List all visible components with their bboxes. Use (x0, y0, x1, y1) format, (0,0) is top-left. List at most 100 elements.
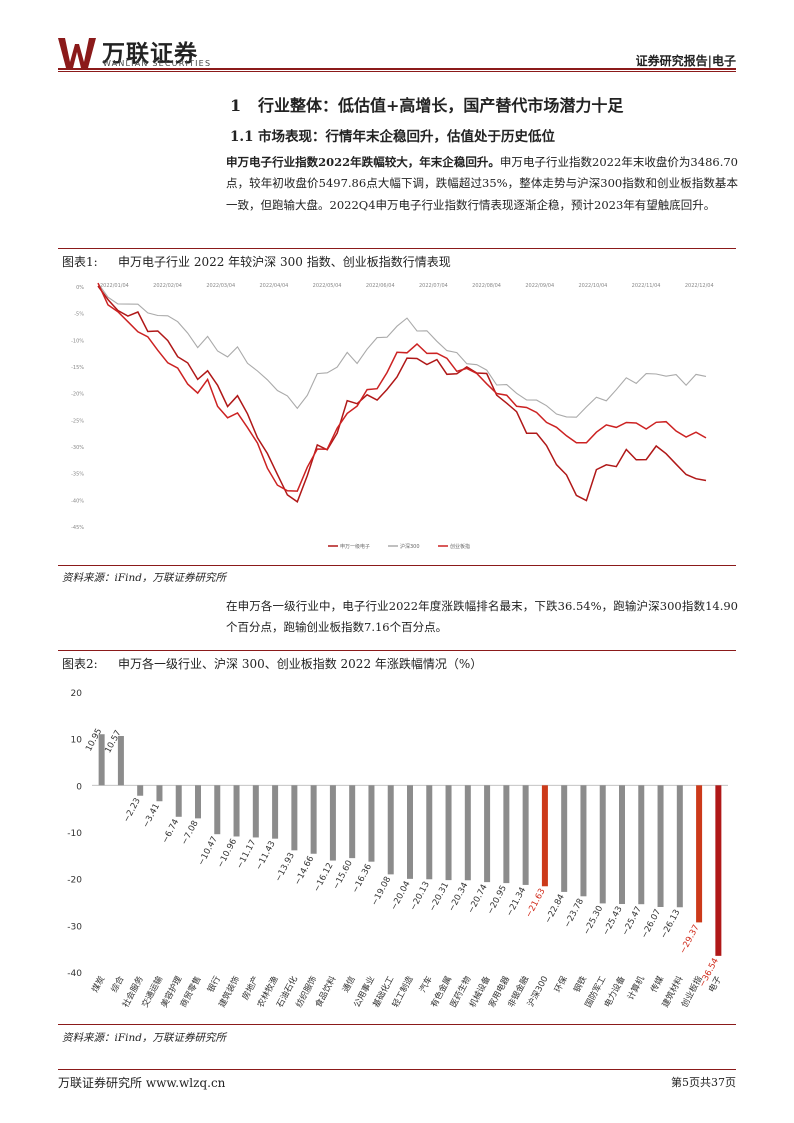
category-label: 环保 (552, 974, 570, 995)
bar (156, 785, 163, 802)
bar (233, 785, 240, 837)
figure-1-bottom-rule (58, 565, 736, 566)
header-rule-thin (58, 71, 736, 72)
category-label: 煤炭 (90, 974, 108, 995)
data-label: −6.74 (160, 818, 181, 846)
bar (368, 785, 375, 862)
category-label: 计算机 (625, 974, 647, 1002)
x-tick-label: 2022/03/04 (206, 283, 235, 289)
paragraph-1-body: 申万电子行业指数2022年末收盘价为3486.70点，较年初收盘价5497.86… (226, 155, 738, 212)
y-tick-label: -20% (71, 392, 84, 398)
bar (387, 785, 394, 875)
bar (407, 785, 413, 879)
data-label: −29.37 (678, 923, 702, 955)
figure-2-label: 图表2: (62, 657, 98, 671)
x-tick-label: 2022/08/04 (472, 283, 501, 289)
bar (503, 785, 510, 884)
x-tick-label: 2022/02/04 (153, 283, 182, 289)
bar (657, 785, 664, 907)
wanlian-logo-icon (58, 38, 96, 68)
y-tick-label: 20 (71, 689, 83, 699)
data-label: −16.36 (351, 862, 375, 894)
y-tick-label: -35% (71, 472, 84, 478)
bar (252, 785, 259, 838)
paragraph-1: 申万电子行业指数2022年跌幅较大，年末企稳回升。申万电子行业指数2022年末收… (226, 152, 738, 216)
figure-2-title: 申万各一级行业、沪深 300、创业板指数 2022 年涨跌幅情况（%） (118, 657, 483, 671)
y-tick-label: -15% (71, 365, 84, 371)
bar (195, 785, 201, 819)
y-tick-label: 0 (76, 782, 82, 792)
paragraph-1-lead: 申万电子行业指数2022年跌幅较大，年末企稳回升。 (226, 155, 500, 169)
data-label: −19.08 (370, 875, 394, 907)
y-tick-label: -5% (74, 312, 84, 318)
subsection-number: 1.1 (230, 129, 254, 145)
bar (580, 785, 587, 897)
series-line-3 (97, 282, 707, 492)
data-label: −3.41 (141, 802, 162, 830)
x-tick-label: 2022/04/04 (260, 283, 289, 289)
data-label: −23.78 (563, 897, 587, 929)
bar (349, 785, 356, 859)
header-rule (58, 68, 736, 70)
x-tick-label: 2022/10/04 (579, 283, 608, 289)
y-tick-label: -40 (67, 969, 82, 979)
bar (98, 734, 105, 786)
bar (464, 785, 471, 881)
page-number: 第5页共37页 (671, 1076, 736, 1089)
data-label: −14.66 (293, 854, 317, 886)
category-label: 钢铁 (571, 974, 589, 995)
y-tick-label: -20 (67, 876, 82, 886)
bar (619, 785, 625, 905)
report-tag: 证券研究报告|电子 (635, 54, 736, 68)
y-tick-label: -45% (71, 525, 84, 531)
legend-label: 沪深300 (400, 543, 420, 550)
bar (561, 785, 568, 892)
figure-2-title-bar: 图表2: 申万各一级行业、沪深 300、创业板指数 2022 年涨跌幅情况（%） (58, 650, 736, 673)
y-tick-label: -30% (71, 445, 84, 451)
y-tick-label: -25% (71, 418, 84, 424)
bar (715, 785, 722, 956)
y-tick-label: -10 (67, 829, 82, 839)
bar (599, 785, 606, 904)
data-label: −21.63 (524, 887, 548, 919)
figure-2-source: 资料来源：iFind，万联证券研究所 (62, 1032, 226, 1044)
data-label: −15.60 (331, 859, 355, 891)
footer-rule (58, 1069, 736, 1070)
data-label: −22.84 (543, 893, 567, 925)
y-tick-label: 0% (76, 285, 84, 291)
bar (137, 785, 144, 796)
bar (310, 785, 317, 854)
bar (426, 785, 433, 880)
bar (291, 785, 298, 851)
bar (696, 785, 703, 923)
bar (522, 785, 529, 885)
subsection-heading: 1.1 市场表现：行情年末企稳回升，估值处于历史低位 (230, 125, 555, 145)
paragraph-2: 在申万各一级行业中，电子行业2022年度涨跌幅排名最末，下跌36.54%，跑输沪… (226, 599, 738, 635)
line-chart: 0% -5% -10% -15% -20% -25% -30% -35% -40% -45% 202… (71, 282, 714, 550)
y-tick-label: 10 (71, 736, 83, 746)
legend-label: 创业板指 (450, 543, 470, 550)
bar (676, 785, 683, 908)
logo-chinese-name: 万联证券 (102, 41, 198, 67)
figure-1-label: 图表1: (62, 255, 98, 269)
figure-1-title-bar: 图表1: 申万电子行业 2022 年较沪深 300 指数、创业板指数行情表现 (58, 248, 736, 271)
figure-2-bottom-rule (58, 1024, 736, 1025)
figure-1-source: 资料来源：iFind，万联证券研究所 (62, 572, 226, 584)
data-label: −16.12 (312, 861, 336, 893)
legend-label: 申万一级电子 (340, 543, 370, 550)
data-label: −7.08 (180, 819, 201, 847)
y-tick-label: -40% (71, 498, 84, 504)
bar (445, 785, 452, 881)
x-tick-label: 2022/12/04 (685, 283, 714, 289)
bar (329, 785, 336, 861)
x-tick-label: 2022/06/04 (366, 283, 395, 289)
x-tick-label: 2022/05/04 (313, 283, 342, 289)
section-number: 1 (230, 96, 242, 115)
subsection-title: 市场表现：行情年末企稳回升，估值处于历史低位 (258, 129, 555, 145)
category-label: 银行 (205, 974, 223, 995)
x-tick-label: 2022/07/04 (419, 283, 448, 289)
footer-website: 万联证券研究所 www.wlzq.cn (58, 1076, 226, 1090)
series-line-1 (97, 285, 707, 503)
category-label: 房地产 (240, 974, 262, 1002)
bar (214, 785, 221, 835)
